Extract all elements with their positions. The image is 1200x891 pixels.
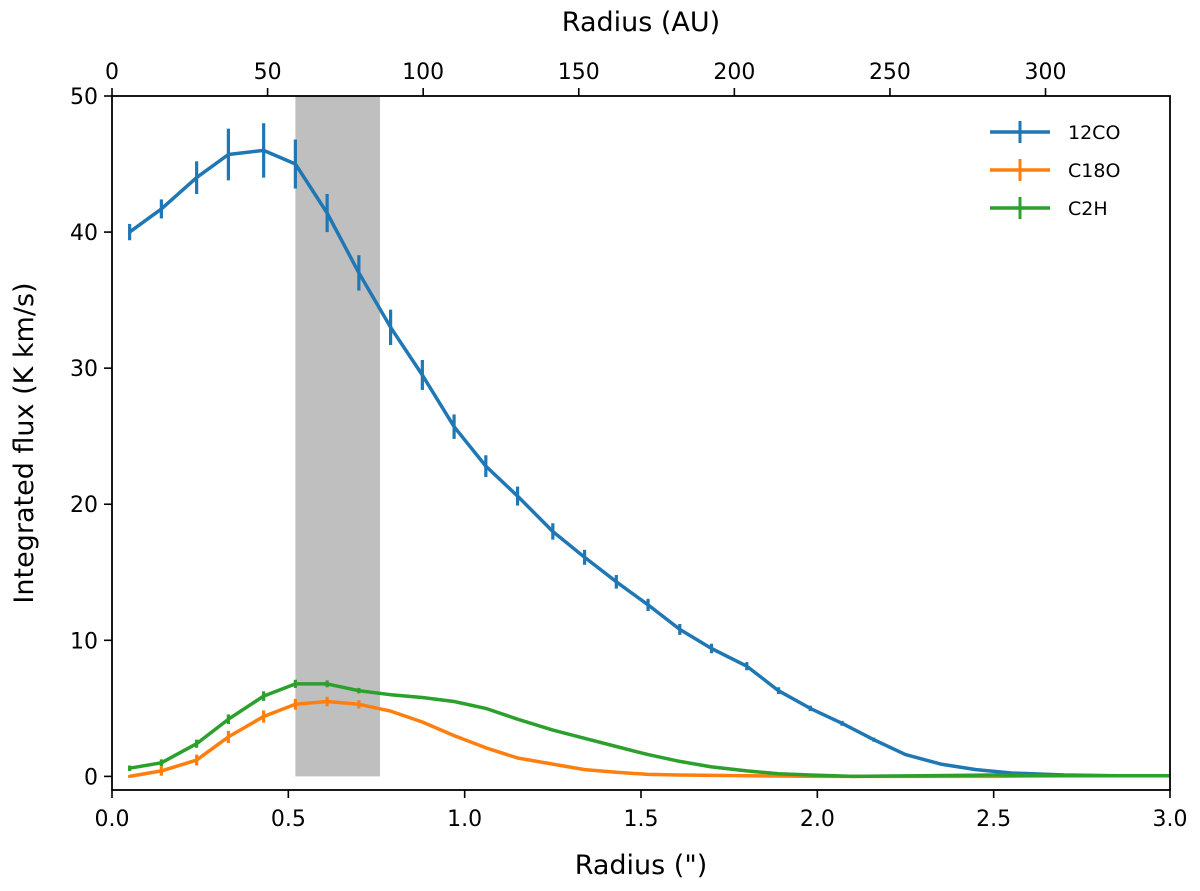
top-tick-label: 0 xyxy=(105,60,119,85)
legend-label: 12CO xyxy=(1068,122,1120,144)
series-line xyxy=(129,682,1170,779)
bottom-x-axis: 0.0 0.5 1.0 1.5 2.0 2.5 3.0 xyxy=(95,790,1188,832)
y-tick-label: 20 xyxy=(70,493,98,518)
series-12CO xyxy=(128,123,1170,778)
top-tick-label: 300 xyxy=(1025,60,1067,85)
shaded-region xyxy=(295,96,381,777)
y-tick-label: 0 xyxy=(84,765,98,790)
top-tick-label: 200 xyxy=(713,60,755,85)
legend-entry: C18O xyxy=(990,159,1120,182)
top-tick-label: 50 xyxy=(254,60,282,85)
x-tick-label: 3.0 xyxy=(1153,807,1188,832)
x-axis-title: Radius (") xyxy=(575,850,708,881)
top-x-axis: 0 50 100 150 200 250 300 xyxy=(105,60,1067,96)
top-axis-title: Radius (AU) xyxy=(562,7,720,38)
legend-label: C2H xyxy=(1068,198,1108,220)
x-tick-label: 1.5 xyxy=(624,807,659,832)
top-tick-label: 250 xyxy=(869,60,911,85)
legend-label: C18O xyxy=(1068,160,1120,182)
series-C18O xyxy=(128,696,1170,779)
top-tick-label: 150 xyxy=(558,60,600,85)
y-axis-title: Integrated flux (K km/s) xyxy=(9,282,40,603)
y-axis: 0 10 20 30 40 50 xyxy=(70,85,112,790)
plot-frame xyxy=(111,95,1171,791)
series-line xyxy=(128,148,1170,778)
y-tick-label: 10 xyxy=(70,629,98,654)
x-tick-label: 2.5 xyxy=(976,807,1011,832)
series-C2H xyxy=(128,679,1170,779)
series-line xyxy=(129,699,1170,779)
x-tick-label: 1.0 xyxy=(447,807,482,832)
x-tick-label: 0.5 xyxy=(271,807,306,832)
y-tick-label: 40 xyxy=(70,221,98,246)
series-layer xyxy=(128,123,1170,779)
x-tick-label: 0.0 xyxy=(95,807,130,832)
legend: 12CO C18O C2H xyxy=(990,121,1120,220)
x-tick-label: 2.0 xyxy=(800,807,835,832)
top-tick-label: 100 xyxy=(402,60,444,85)
legend-entry: C2H xyxy=(990,197,1108,220)
y-tick-label: 30 xyxy=(70,357,98,382)
y-tick-label: 50 xyxy=(70,85,98,110)
legend-entry: 12CO xyxy=(990,121,1120,144)
